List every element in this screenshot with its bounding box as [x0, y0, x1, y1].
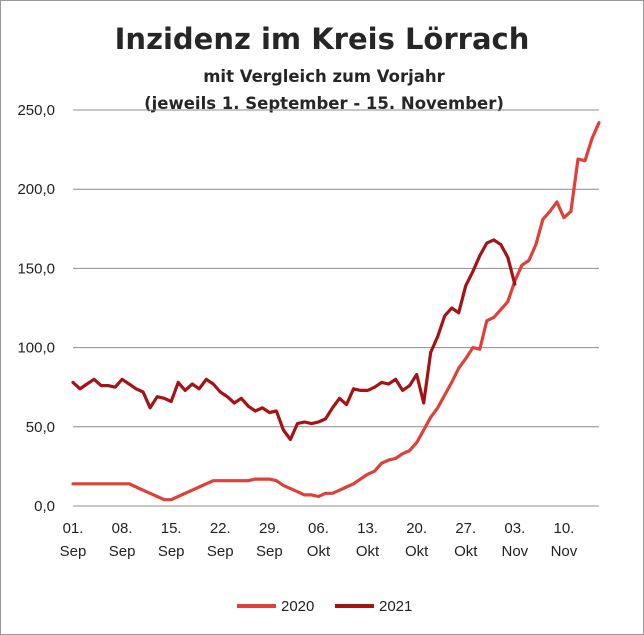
x-tick-label-day: 03. — [504, 520, 525, 537]
y-tick-label: 150,0 — [17, 260, 55, 277]
y-tick-label: 100,0 — [17, 340, 55, 357]
x-tick-label-month: Sep — [256, 543, 283, 560]
x-tick-label-day: 06. — [308, 520, 329, 537]
x-tick-label-month: Okt — [454, 543, 478, 560]
legend: 2020 2021 — [237, 598, 412, 615]
y-tick-label: 200,0 — [17, 181, 55, 198]
legend-label-2020: 2020 — [281, 598, 314, 615]
series-line-2021 — [71, 238, 517, 442]
x-tick-label-day: 27. — [455, 520, 476, 537]
x-tick-label-month: Nov — [551, 543, 578, 560]
x-tick-label-day: 01. — [63, 520, 84, 537]
x-tick-label-month: Okt — [356, 543, 380, 560]
chart-subtitle: mit Vergleich zum Vorjahr — [203, 67, 445, 86]
y-tick-label: 0,0 — [34, 498, 55, 515]
x-tick-label-month: Okt — [405, 543, 429, 560]
gridlines — [73, 109, 599, 507]
y-tick-label: 50,0 — [26, 419, 55, 436]
series-lines — [71, 121, 601, 502]
chart-subtitle-date-range: (jeweils 1. September - 15. November) — [144, 94, 504, 113]
y-tick-label: 250,0 — [17, 102, 55, 119]
x-tick-label-day: 20. — [406, 520, 427, 537]
x-tick-label-day: 10. — [554, 520, 575, 537]
series-line-2020 — [71, 121, 601, 502]
x-tick-label-month: Sep — [60, 543, 87, 560]
x-tick-label-day: 29. — [259, 520, 280, 537]
chart-title: Inzidenz im Kreis Lörrach — [115, 22, 530, 56]
legend-label-2021: 2021 — [379, 598, 412, 615]
x-tick-label-day: 22. — [210, 520, 231, 537]
x-tick-label-day: 13. — [357, 520, 378, 537]
x-tick-label-month: Nov — [501, 543, 528, 560]
x-axis: 01. Sep 08. Sep 15. Sep 22. Sep 29. Sep 06. Okt 13. O… — [60, 520, 578, 560]
x-tick-label-day: 08. — [112, 520, 133, 537]
x-tick-label-month: Sep — [207, 543, 234, 560]
x-tick-label-month: Okt — [307, 543, 331, 560]
x-tick-label-month: Sep — [109, 543, 136, 560]
y-axis: 0,0 50,0 100,0 150,0 200,0 250,0 — [17, 102, 55, 515]
x-tick-label-day: 15. — [161, 520, 182, 537]
x-tick-label-month: Sep — [158, 543, 185, 560]
